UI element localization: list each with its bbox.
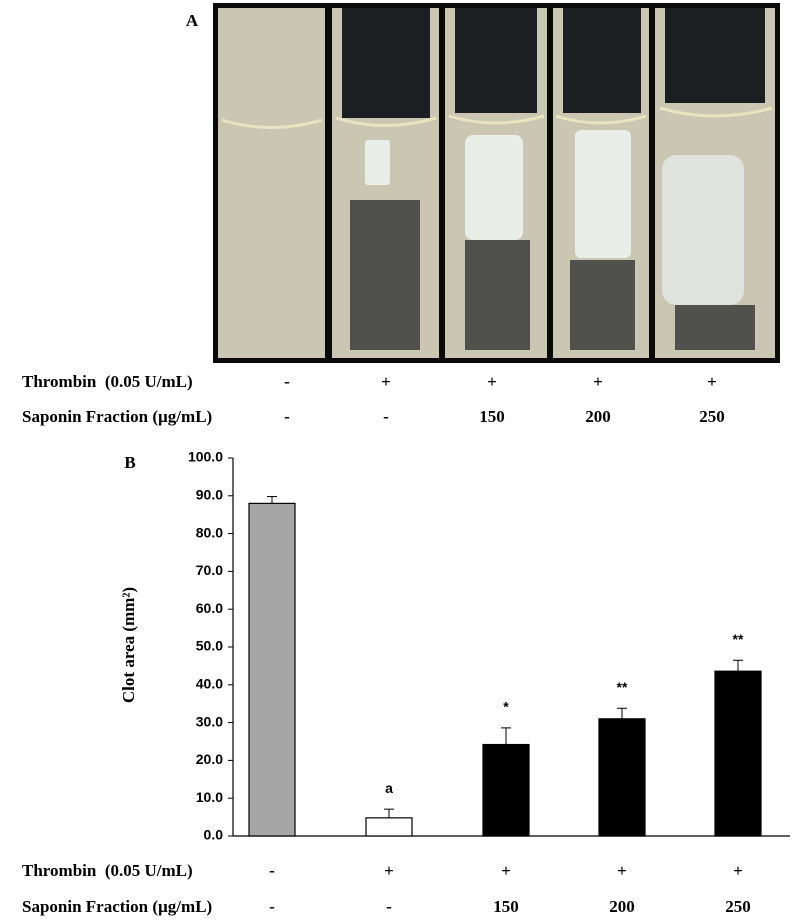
row-value: + (707, 372, 717, 391)
bar (248, 502, 296, 837)
row-value: - (284, 372, 290, 391)
row-value: 250 (725, 897, 751, 916)
row-value: + (617, 861, 627, 880)
row-name: Saponin Fraction (µg/mL) (22, 407, 212, 426)
significance-label: ** (617, 679, 628, 695)
bar (598, 718, 646, 837)
row-value: - (383, 407, 389, 426)
row-value: + (384, 861, 394, 880)
row-value: 200 (609, 897, 635, 916)
row-value: 150 (479, 407, 505, 426)
y-tick-label: 10.0 (196, 789, 223, 805)
significance-label: * (503, 699, 509, 715)
row-value: + (487, 372, 497, 391)
y-tick-label: 30.0 (196, 713, 223, 729)
row-value: + (593, 372, 603, 391)
significance-label: a (385, 780, 393, 796)
y-tick-label: 90.0 (196, 487, 223, 503)
panel-label: B (124, 453, 135, 472)
row-value: + (733, 861, 743, 880)
y-tick-label: 0.0 (204, 827, 224, 843)
y-tick-label: 40.0 (196, 676, 223, 692)
row-value: - (386, 897, 392, 916)
row-value: 200 (585, 407, 611, 426)
tube-photo (213, 3, 780, 363)
bar (714, 670, 762, 837)
y-tick-label: 80.0 (196, 524, 223, 540)
y-tick-label: 20.0 (196, 751, 223, 767)
y-tick-label: 70.0 (196, 562, 223, 578)
y-axis-label: Clot area (mm²) (119, 587, 138, 703)
row-value: - (269, 861, 275, 880)
row-value: 150 (493, 897, 519, 916)
row-name: Thrombin (0.05 U/mL) (22, 861, 193, 880)
row-value: + (381, 372, 391, 391)
y-tick-label: 50.0 (196, 638, 223, 654)
row-name: Thrombin (0.05 U/mL) (22, 372, 193, 391)
row-name: Saponin Fraction (µg/mL) (22, 897, 212, 916)
row-value: 250 (699, 407, 725, 426)
row-value: - (269, 897, 275, 916)
row-value: - (284, 407, 290, 426)
bar (365, 817, 413, 837)
bar (482, 743, 530, 837)
panel-label: A (186, 11, 199, 30)
y-tick-label: 100.0 (188, 449, 223, 465)
row-value: + (501, 861, 511, 880)
y-tick-label: 60.0 (196, 600, 223, 616)
significance-label: ** (733, 631, 744, 647)
